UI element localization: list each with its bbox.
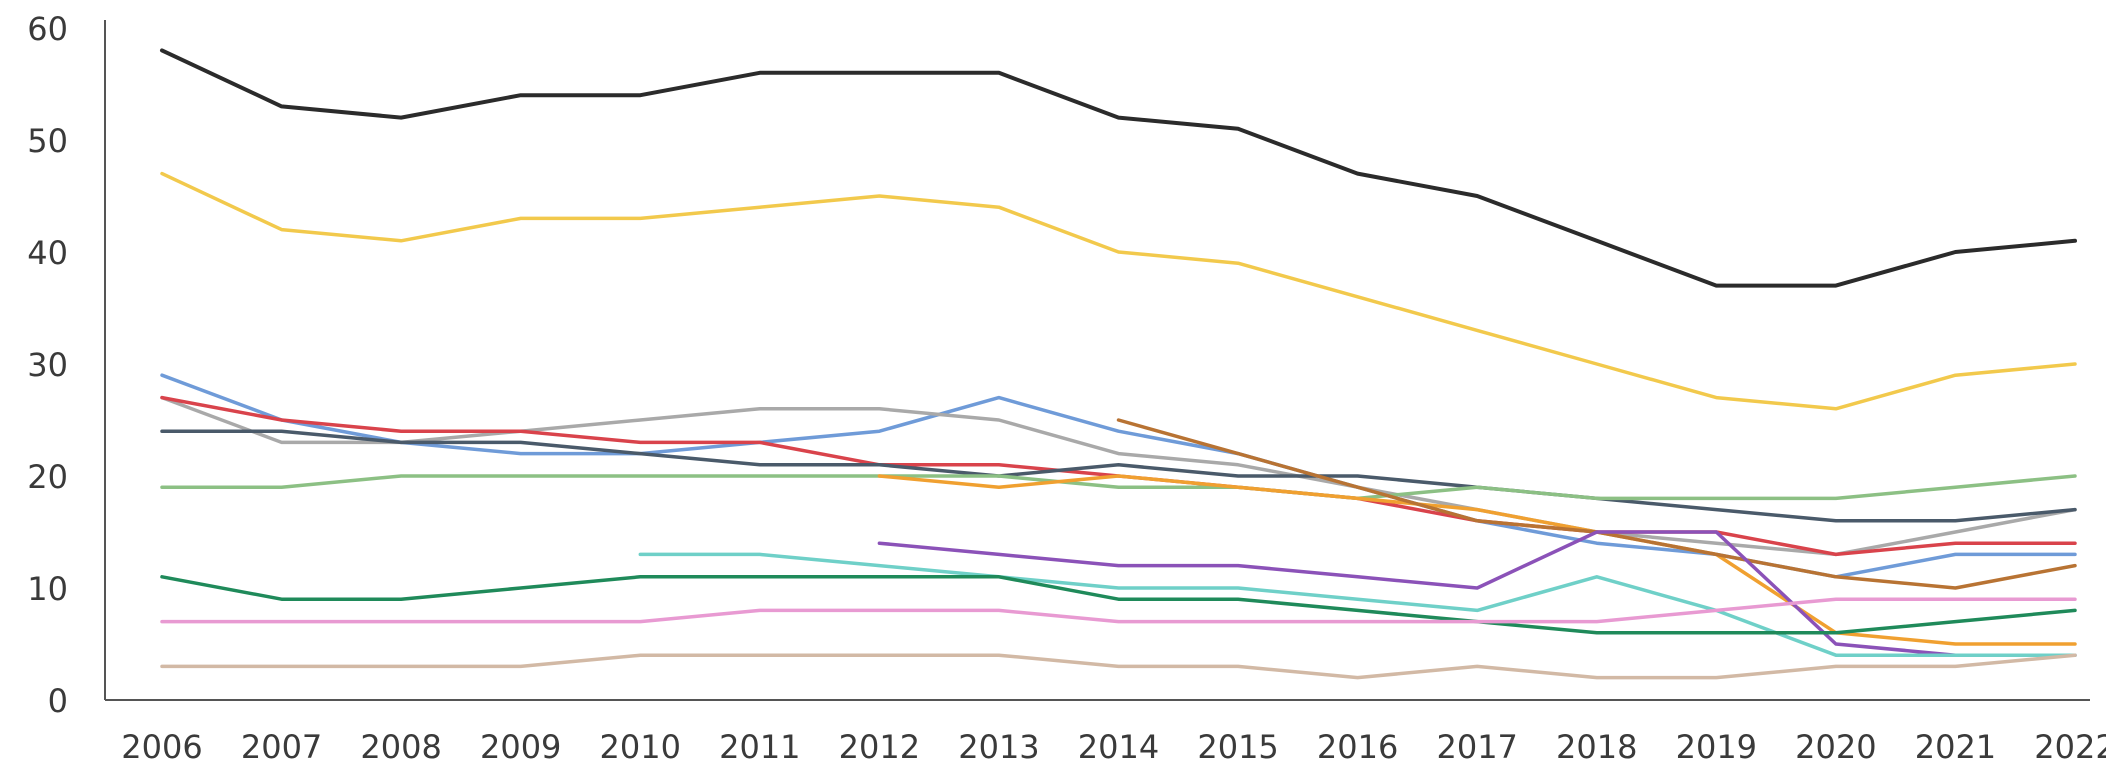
x-tick-label: 2010 <box>600 728 681 766</box>
x-tick-label: 2011 <box>719 728 800 766</box>
series-line-10 <box>877 530 2077 657</box>
x-tick-label: 2012 <box>839 728 920 766</box>
y-tick-label: 50 <box>27 122 68 160</box>
x-tick-label: 2020 <box>1795 728 1876 766</box>
series-line-4 <box>160 395 2077 557</box>
series-line-9 <box>1116 418 2077 590</box>
x-tick-label: 2015 <box>1197 728 1278 766</box>
x-tick-label: 2014 <box>1078 728 1159 766</box>
x-tick-label: 2016 <box>1317 728 1398 766</box>
x-tick-label: 2008 <box>360 728 441 766</box>
series-line-13 <box>160 597 2077 624</box>
x-tick-label: 2021 <box>1915 728 1996 766</box>
y-tick-label: 10 <box>27 570 68 608</box>
series-line-8 <box>877 474 2077 646</box>
series-lines <box>160 48 2077 680</box>
y-axis: 0 10 20 30 40 50 60 <box>27 10 106 720</box>
x-tick-label: 2017 <box>1436 728 1517 766</box>
series-line-1 <box>160 48 2077 288</box>
series-line-11 <box>638 552 2077 657</box>
x-tick-label: 2019 <box>1676 728 1757 766</box>
x-tick-label: 2009 <box>480 728 561 766</box>
y-tick-label: 20 <box>27 458 68 496</box>
series-line-2 <box>160 171 2077 411</box>
series-line-7 <box>160 474 2077 501</box>
x-tick-label: 2013 <box>958 728 1039 766</box>
series-line-12 <box>160 575 2077 635</box>
y-tick-label: 40 <box>27 234 68 272</box>
y-tick-label: 30 <box>27 346 68 384</box>
y-tick-label: 60 <box>27 10 68 48</box>
x-tick-label: 2007 <box>241 728 322 766</box>
series-line-14 <box>160 653 2077 680</box>
y-tick-label: 0 <box>48 682 68 720</box>
x-tick-label: 2006 <box>121 728 202 766</box>
x-tick-label: 2022 <box>2034 728 2106 766</box>
x-tick-label: 2018 <box>1556 728 1637 766</box>
x-axis: 2006 2007 2008 2009 2010 2011 2012 2013 2014 2015… <box>105 699 2106 766</box>
series-line-6 <box>160 429 2077 523</box>
